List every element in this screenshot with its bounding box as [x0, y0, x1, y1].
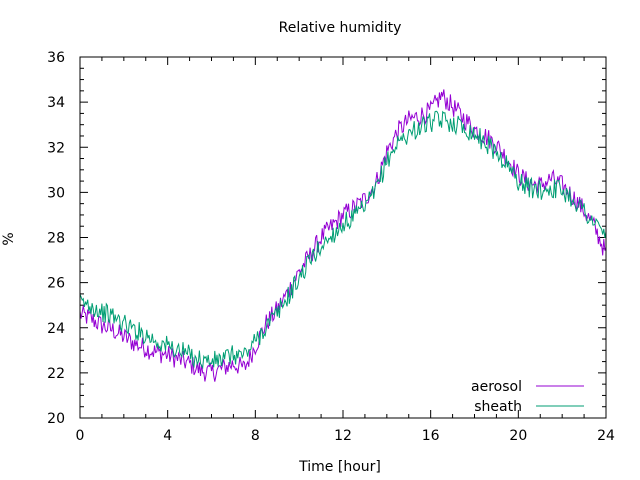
series-line-aerosol [79, 89, 607, 382]
x-tick-label: 0 [76, 428, 85, 444]
x-tick-label: 16 [422, 428, 440, 444]
y-tick-label: 32 [47, 140, 65, 156]
x-tick-label: 24 [597, 428, 615, 444]
x-axis-label: Time [hour] [298, 459, 381, 475]
y-tick-label: 34 [47, 95, 65, 111]
axis-ticks: 0 4 8 12 16 20 24 20 22 24 26 28 30 32 34 36 [47, 50, 615, 444]
plot-series [79, 89, 607, 382]
y-axis-label: % [1, 232, 17, 245]
series-line-sheath [79, 110, 607, 370]
legend-label-aerosol: aerosol [471, 379, 522, 395]
x-tick-label: 8 [251, 428, 260, 444]
y-tick-label: 26 [47, 276, 65, 292]
legend: aerosol sheath [471, 379, 584, 415]
chart-title: Relative humidity [279, 20, 402, 36]
plot-frame [79, 56, 607, 419]
legend-label-sheath: sheath [474, 399, 522, 415]
x-tick-label: 4 [163, 428, 172, 444]
x-tick-label: 20 [509, 428, 527, 444]
y-tick-label: 20 [47, 411, 65, 427]
y-tick-label: 22 [47, 366, 65, 382]
y-tick-label: 36 [47, 50, 65, 66]
x-tick-label: 12 [334, 428, 352, 444]
y-tick-label: 28 [47, 231, 65, 247]
y-tick-label: 30 [47, 185, 65, 201]
y-tick-label: 24 [47, 321, 65, 337]
